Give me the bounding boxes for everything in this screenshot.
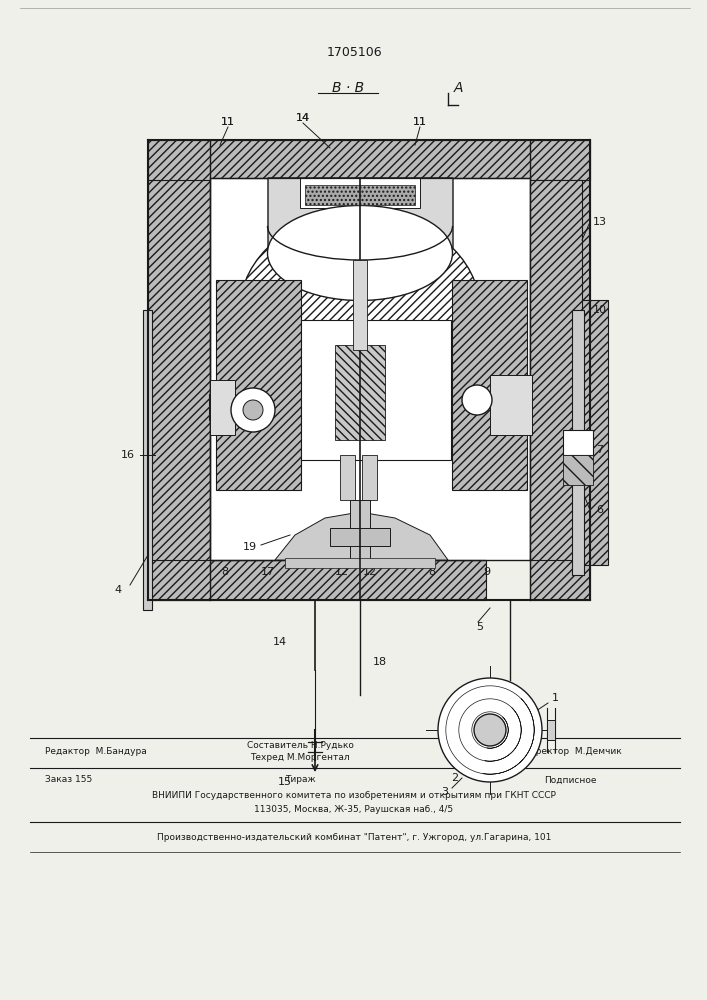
Bar	[305, 185, 415, 205]
Bar	[216, 280, 301, 490]
Text: 12: 12	[335, 567, 349, 577]
Text: 1705106: 1705106	[326, 45, 382, 58]
Bar	[340, 455, 355, 500]
Circle shape	[438, 678, 542, 782]
Bar	[572, 310, 584, 575]
Text: Заказ 155: Заказ 155	[45, 776, 92, 784]
Ellipse shape	[267, 206, 452, 300]
Text: 16: 16	[121, 450, 135, 460]
Text: Техред М.Моргентал: Техред М.Моргентал	[250, 754, 350, 762]
Bar	[301, 320, 451, 460]
Text: 2: 2	[452, 773, 459, 783]
Bar	[210, 178, 530, 560]
Bar	[143, 310, 152, 610]
Text: Корректор  М.Демчик: Корректор М.Демчик	[518, 748, 622, 756]
Text: 19: 19	[243, 542, 257, 552]
Text: 14: 14	[273, 637, 287, 647]
Text: 8: 8	[221, 567, 228, 577]
Bar	[210, 380, 235, 435]
Text: В · В: В · В	[332, 81, 364, 95]
Text: 4: 4	[115, 585, 122, 595]
Text: 17: 17	[261, 567, 275, 577]
Text: 8: 8	[428, 567, 436, 577]
Bar	[350, 500, 370, 562]
Text: 6: 6	[597, 505, 604, 515]
Bar	[353, 260, 367, 350]
Circle shape	[231, 388, 275, 432]
Text: 11: 11	[413, 117, 427, 127]
FancyBboxPatch shape	[268, 178, 453, 250]
Bar	[148, 560, 486, 600]
Bar	[362, 455, 377, 500]
Bar	[547, 720, 555, 740]
Bar	[148, 140, 590, 180]
Bar	[580, 300, 608, 565]
Bar	[285, 558, 435, 568]
Bar	[490, 375, 532, 435]
Text: Тираж: Тираж	[285, 776, 315, 784]
Bar	[335, 345, 385, 440]
Bar	[530, 140, 590, 600]
Text: 12: 12	[363, 567, 377, 577]
Text: 11: 11	[413, 117, 427, 127]
Text: 10: 10	[593, 305, 607, 315]
Bar	[268, 178, 452, 226]
Text: 14: 14	[296, 113, 310, 123]
Circle shape	[462, 385, 492, 415]
Text: 7: 7	[597, 445, 604, 455]
Bar	[563, 430, 593, 455]
Text: Производственно-издательский комбинат "Патент", г. Ужгород, ул.Гагарина, 101: Производственно-издательский комбинат "П…	[157, 834, 551, 842]
Text: 15: 15	[278, 777, 292, 787]
Text: 18: 18	[373, 657, 387, 667]
Text: Подписное: Подписное	[544, 776, 596, 784]
Text: 9: 9	[484, 567, 491, 577]
Text: ВНИИПИ Государственного комитета по изобретениям и открытиям при ГКНТ СССР: ВНИИПИ Государственного комитета по изоб…	[152, 792, 556, 800]
Text: 14: 14	[296, 113, 310, 123]
Bar	[530, 180, 582, 560]
Bar	[148, 140, 210, 600]
Polygon shape	[275, 512, 448, 560]
Bar	[300, 178, 420, 208]
Text: 11: 11	[221, 117, 235, 127]
Text: Редактор  М.Бандура: Редактор М.Бандура	[45, 748, 147, 756]
Text: 1: 1	[551, 693, 559, 703]
Text: Составитель Н.Рудько: Составитель Н.Рудько	[247, 742, 354, 750]
Circle shape	[474, 714, 506, 746]
Text: 13: 13	[593, 217, 607, 227]
Bar	[330, 528, 390, 546]
Bar	[452, 280, 527, 490]
Text: 11: 11	[221, 117, 235, 127]
Ellipse shape	[240, 213, 480, 408]
Text: 3: 3	[441, 787, 448, 797]
Circle shape	[243, 400, 263, 420]
Text: 113035, Москва, Ж-35, Раушская наб., 4/5: 113035, Москва, Ж-35, Раушская наб., 4/5	[255, 806, 454, 814]
Text: A: A	[453, 81, 463, 95]
Bar	[563, 455, 593, 485]
Text: 5: 5	[477, 622, 484, 632]
